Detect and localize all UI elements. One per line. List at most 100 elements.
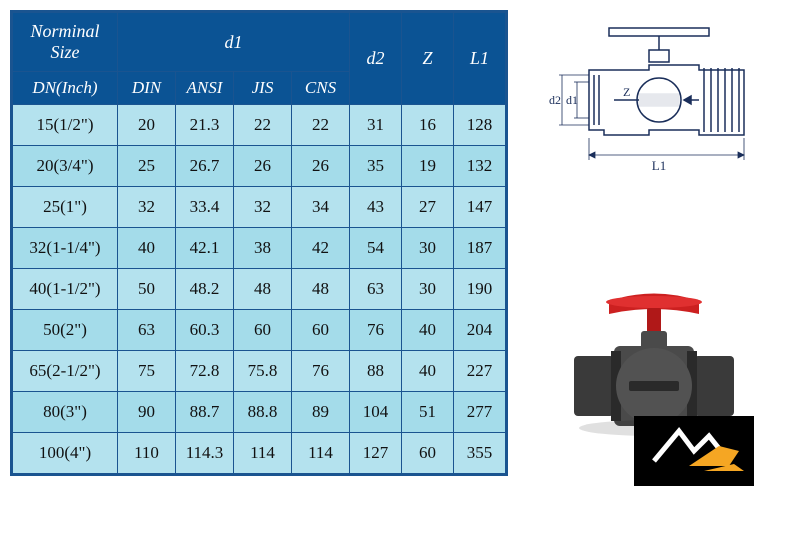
table-cell-d2: 31 — [350, 105, 402, 146]
table-cell-cns: 48 — [292, 269, 350, 310]
table-cell-d2: 76 — [350, 310, 402, 351]
table-cell-jis: 48 — [234, 269, 292, 310]
table-cell-dn: 25(1") — [13, 187, 118, 228]
table-cell-z: 60 — [402, 433, 454, 474]
table-cell-z: 40 — [402, 310, 454, 351]
table-cell-din: 75 — [118, 351, 176, 392]
main-container: Norminal Size d1 d2 Z L1 DN(Inch) DIN AN… — [10, 10, 790, 476]
table-cell-jis: 32 — [234, 187, 292, 228]
right-column: Z d2 d1 L1 — [518, 10, 790, 476]
header-d1: d1 — [118, 13, 350, 72]
table-cell-din: 90 — [118, 392, 176, 433]
table-cell-z: 30 — [402, 228, 454, 269]
table-cell-dn: 20(3/4") — [13, 146, 118, 187]
table-cell-jis: 114 — [234, 433, 292, 474]
table-row: 25(1")3233.432344327147 — [13, 187, 506, 228]
table-row: 65(2-1/2")7572.875.8768840227 — [13, 351, 506, 392]
table-cell-cns: 34 — [292, 187, 350, 228]
table-cell-dn: 65(2-1/2") — [13, 351, 118, 392]
table-cell-jis: 75.8 — [234, 351, 292, 392]
table-cell-z: 51 — [402, 392, 454, 433]
table-cell-din: 50 — [118, 269, 176, 310]
table-cell-ansi: 60.3 — [176, 310, 234, 351]
table-cell-dn: 80(3") — [13, 392, 118, 433]
product-photo — [549, 266, 759, 466]
table-cell-d2: 127 — [350, 433, 402, 474]
header-cns: CNS — [292, 72, 350, 105]
table-cell-ansi: 114.3 — [176, 433, 234, 474]
table-cell-l1: 355 — [454, 433, 506, 474]
header-jis: JIS — [234, 72, 292, 105]
table-cell-ansi: 88.7 — [176, 392, 234, 433]
table-row: 15(1/2")2021.322223116128 — [13, 105, 506, 146]
table-cell-ansi: 42.1 — [176, 228, 234, 269]
table-cell-cns: 42 — [292, 228, 350, 269]
table-cell-d2: 88 — [350, 351, 402, 392]
table-cell-cns: 22 — [292, 105, 350, 146]
table-cell-ansi: 26.7 — [176, 146, 234, 187]
table-cell-cns: 76 — [292, 351, 350, 392]
table-row: 40(1-1/2")5048.248486330190 — [13, 269, 506, 310]
table-row: 50(2")6360.360607640204 — [13, 310, 506, 351]
header-l1: L1 — [454, 13, 506, 105]
valve-diagram: Z d2 d1 L1 — [549, 20, 759, 190]
table-cell-l1: 227 — [454, 351, 506, 392]
table-row: 20(3/4")2526.726263519132 — [13, 146, 506, 187]
table-cell-din: 110 — [118, 433, 176, 474]
table-cell-cns: 26 — [292, 146, 350, 187]
table-cell-z: 16 — [402, 105, 454, 146]
table-cell-jis: 38 — [234, 228, 292, 269]
table-cell-ansi: 21.3 — [176, 105, 234, 146]
header-d2: d2 — [350, 13, 402, 105]
table-cell-z: 40 — [402, 351, 454, 392]
table-cell-cns: 114 — [292, 433, 350, 474]
table-cell-d2: 43 — [350, 187, 402, 228]
header-ansi: ANSI — [176, 72, 234, 105]
table-cell-l1: 204 — [454, 310, 506, 351]
table-row: 32(1-1/4")4042.138425430187 — [13, 228, 506, 269]
table-cell-l1: 132 — [454, 146, 506, 187]
table-cell-l1: 190 — [454, 269, 506, 310]
spec-table-wrapper: Norminal Size d1 d2 Z L1 DN(Inch) DIN AN… — [10, 10, 508, 476]
header-dn-inch: DN(Inch) — [13, 72, 118, 105]
svg-text:Z: Z — [623, 85, 630, 99]
table-row: 100(4")110114.311411412760355 — [13, 433, 506, 474]
table-cell-cns: 89 — [292, 392, 350, 433]
table-cell-ansi: 33.4 — [176, 187, 234, 228]
svg-text:d1: d1 — [566, 93, 578, 107]
table-cell-din: 63 — [118, 310, 176, 351]
header-z: Z — [402, 13, 454, 105]
table-cell-d2: 35 — [350, 146, 402, 187]
table-cell-d2: 104 — [350, 392, 402, 433]
table-cell-z: 27 — [402, 187, 454, 228]
table-row: 80(3")9088.788.88910451277 — [13, 392, 506, 433]
table-cell-l1: 128 — [454, 105, 506, 146]
diagram-l1-label: L1 — [652, 158, 666, 173]
table-cell-ansi: 72.8 — [176, 351, 234, 392]
table-body: 15(1/2")2021.32222311612820(3/4")2526.72… — [13, 105, 506, 474]
table-cell-cns: 60 — [292, 310, 350, 351]
table-cell-d2: 54 — [350, 228, 402, 269]
table-cell-jis: 22 — [234, 105, 292, 146]
svg-text:d2: d2 — [549, 93, 561, 107]
spec-table: Norminal Size d1 d2 Z L1 DN(Inch) DIN AN… — [12, 12, 506, 474]
table-cell-din: 40 — [118, 228, 176, 269]
header-nominal-size: Norminal Size — [13, 13, 118, 72]
table-cell-jis: 26 — [234, 146, 292, 187]
table-cell-dn: 40(1-1/2") — [13, 269, 118, 310]
table-cell-d2: 63 — [350, 269, 402, 310]
table-cell-din: 32 — [118, 187, 176, 228]
table-cell-l1: 147 — [454, 187, 506, 228]
table-cell-l1: 187 — [454, 228, 506, 269]
table-cell-dn: 50(2") — [13, 310, 118, 351]
table-cell-z: 30 — [402, 269, 454, 310]
header-din: DIN — [118, 72, 176, 105]
table-cell-l1: 277 — [454, 392, 506, 433]
table-cell-dn: 100(4") — [13, 433, 118, 474]
table-cell-ansi: 48.2 — [176, 269, 234, 310]
table-cell-din: 20 — [118, 105, 176, 146]
brand-logo — [634, 416, 754, 486]
table-cell-dn: 32(1-1/4") — [13, 228, 118, 269]
table-cell-jis: 60 — [234, 310, 292, 351]
table-cell-din: 25 — [118, 146, 176, 187]
